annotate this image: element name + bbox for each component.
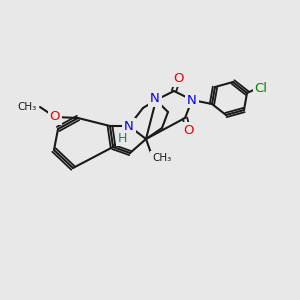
Text: N: N xyxy=(187,94,197,106)
Text: CH₃: CH₃ xyxy=(152,153,171,163)
Text: O: O xyxy=(50,110,60,124)
Text: H: H xyxy=(117,131,127,145)
Text: N: N xyxy=(150,92,160,106)
Text: CH₃: CH₃ xyxy=(18,102,37,112)
Text: O: O xyxy=(174,73,184,85)
Text: N: N xyxy=(124,119,134,133)
Text: Cl: Cl xyxy=(254,82,268,94)
Text: O: O xyxy=(184,124,194,136)
